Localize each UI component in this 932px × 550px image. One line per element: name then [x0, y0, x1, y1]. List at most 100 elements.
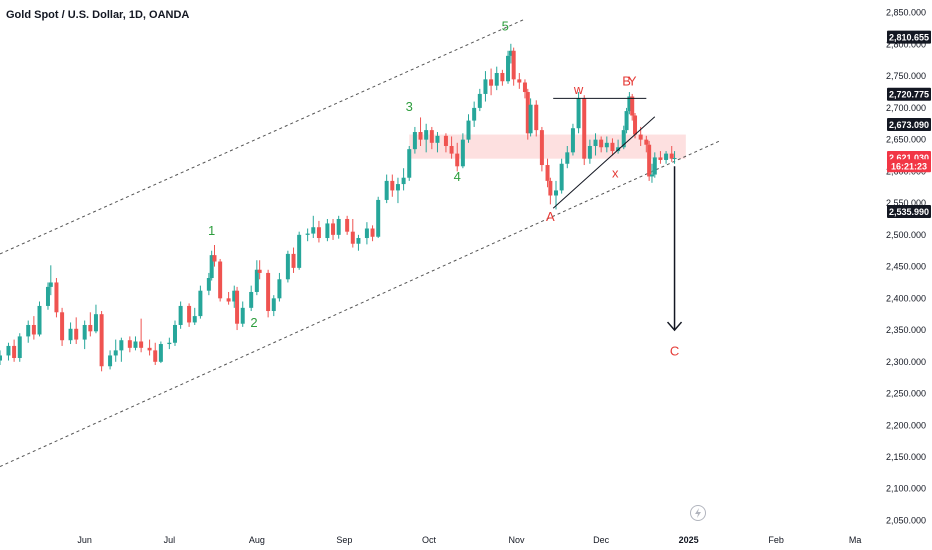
candle	[418, 117, 423, 146]
candle	[350, 218, 355, 248]
candle-body	[500, 72, 505, 82]
wave-label-4: 4	[454, 169, 461, 184]
candle-body	[226, 298, 231, 302]
candle	[6, 342, 11, 361]
candle-body	[647, 144, 652, 177]
price-tag-label: 2,535.990	[889, 207, 929, 217]
candle-body	[212, 255, 217, 262]
candle-body	[74, 328, 79, 340]
price-tag-box	[887, 87, 931, 101]
candle	[254, 260, 259, 296]
candle-body	[506, 55, 511, 82]
candle-body	[489, 79, 494, 86]
candle	[37, 301, 42, 337]
candle-body	[345, 218, 350, 232]
candle	[17, 333, 22, 362]
candle	[31, 316, 36, 340]
candle-body	[435, 135, 440, 143]
candle-body	[508, 50, 513, 56]
candle	[548, 177, 553, 205]
candle-body	[271, 298, 276, 312]
candle	[167, 337, 172, 350]
candle-body	[658, 157, 663, 160]
candle	[545, 158, 550, 188]
lightning-icon-bolt	[695, 508, 701, 518]
candle	[305, 228, 310, 242]
candle-body	[633, 115, 638, 135]
candle	[508, 43, 513, 64]
x-tick-label: Feb	[768, 535, 784, 545]
candle-body	[31, 324, 36, 335]
candle	[218, 258, 223, 302]
candle-body	[494, 72, 499, 86]
candle-body	[17, 336, 22, 358]
candle	[664, 151, 669, 164]
candle	[325, 218, 330, 242]
candle-body	[548, 180, 553, 196]
price-tag-label: 2,621.030	[889, 153, 929, 163]
candle	[26, 320, 31, 343]
candle	[331, 218, 336, 240]
x-tick-label: Oct	[422, 535, 437, 545]
candle	[489, 68, 494, 96]
candle	[271, 295, 276, 317]
y-tick-label: 2,400.000	[886, 293, 926, 303]
candle-body	[621, 130, 626, 148]
candle	[336, 215, 341, 239]
candle-body	[554, 190, 559, 196]
candle	[127, 336, 132, 353]
candle-body	[407, 149, 412, 178]
candle-body	[198, 290, 203, 317]
candle-body	[26, 324, 31, 337]
candle-body	[610, 142, 615, 152]
wave-label-b: B	[622, 74, 631, 89]
y-tick-label: 2,200.000	[886, 420, 926, 430]
candle	[311, 215, 316, 239]
candle	[206, 272, 211, 296]
lightning-icon-ring	[690, 505, 706, 521]
candle	[133, 336, 138, 351]
candle	[424, 123, 429, 153]
price-tag: 2,810.655	[887, 30, 931, 44]
candle-body	[172, 324, 177, 343]
candle	[559, 158, 564, 194]
candle-body	[60, 312, 65, 341]
wave-label-2: 2	[250, 315, 257, 330]
candle	[235, 286, 240, 331]
candle	[147, 339, 152, 356]
candle	[99, 311, 104, 372]
candle	[240, 301, 245, 327]
y-tick-label: 2,800.000	[886, 39, 926, 49]
candle-body	[624, 111, 629, 131]
candle-body	[522, 82, 527, 93]
candle-body	[576, 98, 581, 129]
candle	[576, 92, 581, 134]
candle-body	[277, 279, 282, 299]
price-tag-label: 2,673.090	[889, 120, 929, 130]
x-tick-label: 2025	[679, 535, 699, 545]
y-tick-label: 2,650.000	[886, 135, 926, 145]
candle-body	[376, 199, 381, 237]
candle	[477, 88, 482, 112]
candle-body	[545, 165, 550, 181]
candle-body	[209, 255, 214, 279]
candle	[466, 114, 471, 143]
candle-body	[249, 291, 254, 308]
candle-body	[305, 233, 310, 235]
candle	[390, 174, 395, 197]
candle	[511, 47, 516, 86]
candle-body	[395, 184, 400, 191]
x-tick-label: Sep	[336, 535, 352, 545]
candle	[534, 100, 539, 137]
candle	[672, 151, 677, 164]
candle	[48, 265, 53, 296]
candle-body	[235, 290, 240, 324]
candle	[54, 278, 59, 318]
candle-body	[652, 157, 657, 175]
chart-title: Gold Spot / U.S. Dollar, 1D, OANDA	[6, 9, 190, 21]
candle	[119, 337, 124, 362]
candle-body	[638, 134, 643, 140]
candle	[429, 126, 434, 150]
price-tag-label: 2,720.775	[889, 90, 929, 100]
